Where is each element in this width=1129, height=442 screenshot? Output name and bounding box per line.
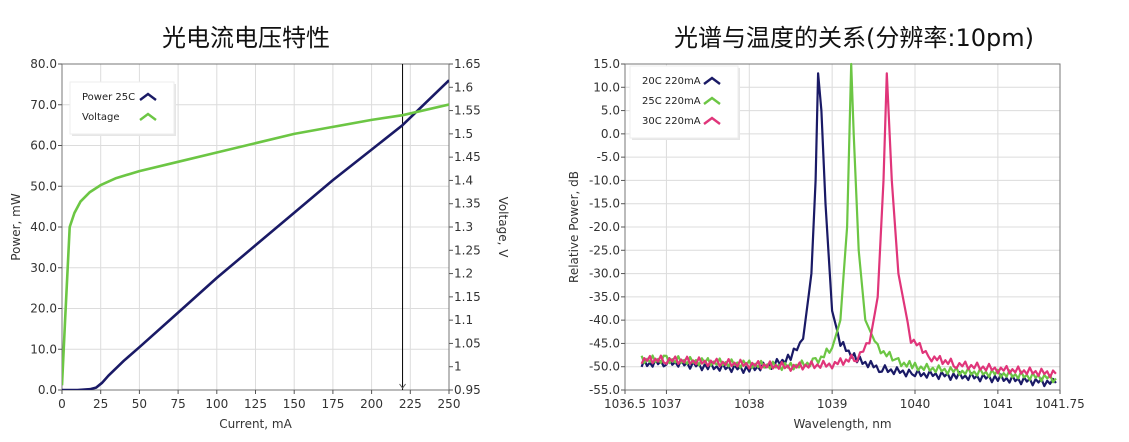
y2-tick-label: 1.15 (454, 290, 481, 304)
x-axis-label: Wavelength, nm (793, 417, 891, 431)
y2-tick-label: 1.6 (454, 80, 473, 94)
y-tick-label: -40.0 (589, 313, 620, 327)
x-tick-label: 0 (58, 397, 66, 411)
y2-tick-label: 1.45 (454, 150, 481, 164)
legend-box (629, 65, 739, 139)
x-tick-label: 125 (244, 397, 267, 411)
y-tick-label: -30.0 (589, 267, 620, 281)
y-tick-label: -15.0 (589, 197, 620, 211)
y-tick-label: 80.0 (30, 57, 57, 71)
y-tick-label: 60.0 (30, 139, 57, 153)
legend-swatch-icon (139, 112, 157, 121)
legend-box (69, 81, 175, 135)
y2-axis-label: Voltage, V (496, 197, 510, 259)
series-line-power-25c (62, 79, 449, 390)
y2-tick-label: 1.4 (454, 173, 473, 187)
y-axis-label: Power, mW (9, 193, 23, 261)
legend-label: 25C 220mA (642, 96, 701, 107)
y-tick-label: 15.0 (593, 57, 620, 71)
x-tick-label: 225 (399, 397, 422, 411)
y-tick-label: 70.0 (30, 98, 57, 112)
y2-tick-label: 1.55 (454, 104, 481, 118)
y2-tick-label: 1.35 (454, 197, 481, 211)
y2-tick-label: 0.95 (454, 383, 481, 397)
x-tick-label: 1036.5 (604, 397, 646, 411)
y-tick-label: 20.0 (30, 302, 57, 316)
y-tick-label: -25.0 (589, 243, 620, 257)
x-tick-label: 1038 (734, 397, 765, 411)
legend-label: 20C 220mA (642, 76, 701, 87)
y-tick-label: -50.0 (589, 360, 620, 374)
cursor-arrow-icon (399, 383, 406, 389)
y-tick-label: -55.0 (589, 383, 620, 397)
y2-tick-label: 1 (454, 360, 462, 374)
y-tick-label: 5.0 (601, 104, 620, 118)
y-tick-label: 10.0 (593, 80, 620, 94)
x-tick-label: 1041.75 (1035, 397, 1085, 411)
legend-swatch-icon (703, 96, 721, 105)
x-tick-label: 75 (170, 397, 185, 411)
x-tick-label: 1037 (651, 397, 682, 411)
y2-tick-label: 1.3 (454, 220, 473, 234)
spectrum-chart: 1036.5 1037 1038 1039 1040 1041 1041.75 15.0 10.… (567, 57, 1085, 431)
y2-tick-label: 1.2 (454, 267, 473, 281)
y-tick-label: 40.0 (30, 220, 57, 234)
legend-label: Power 25C (82, 92, 135, 103)
liv-chart-title: 光电流电压特性 (162, 24, 330, 52)
y-tick-label: -35.0 (589, 290, 620, 304)
x-tick-label: 200 (360, 397, 383, 411)
y-tick-label: 10.0 (30, 342, 57, 356)
y-tick-label: -10.0 (589, 173, 620, 187)
legend-swatch-icon (703, 76, 721, 85)
x-tick-label: 175 (321, 397, 344, 411)
spectrum-chart-title: 光谱与温度的关系(分辨率:10pm) (674, 24, 1034, 52)
x-tick-label: 1041 (983, 397, 1014, 411)
liv-chart: 0 25 50 75 100 125 150 175 200 225 250 0.0 10.0 20.0 3… (9, 57, 510, 431)
legend-swatch-icon (139, 92, 157, 101)
x-tick-label: 25 (93, 397, 108, 411)
legend-label: 30C 220mA (642, 116, 701, 127)
series-line-voltage (62, 103, 449, 386)
x-tick-label: 1040 (900, 397, 931, 411)
y2-tick-label: 1.65 (454, 57, 481, 71)
x-tick-label: 100 (205, 397, 228, 411)
y2-tick-label: 1.1 (454, 313, 473, 327)
x-tick-label: 50 (132, 397, 147, 411)
x-tick-label: 150 (283, 397, 306, 411)
y-tick-label: 50.0 (30, 179, 57, 193)
series-line-30c-220ma (640, 72, 1057, 379)
y-tick-label: -20.0 (589, 220, 620, 234)
y-tick-label: 0.0 (601, 127, 620, 141)
y-tick-label: -5.0 (597, 150, 620, 164)
y2-tick-label: 1.25 (454, 243, 481, 257)
y-tick-label: 30.0 (30, 261, 57, 275)
x-tick-label: 250 (438, 397, 461, 411)
x-tick-label: 1039 (817, 397, 848, 411)
x-axis-label: Current, mA (219, 417, 292, 431)
y-tick-label: -45.0 (589, 336, 620, 350)
y2-tick-label: 1.05 (454, 336, 481, 350)
y2-tick-label: 1.5 (454, 127, 473, 141)
y-tick-label: 0.0 (38, 383, 57, 397)
legend-swatch-icon (703, 116, 721, 125)
y-axis-label: Relative Power, dB (567, 171, 581, 283)
legend-label: Voltage (82, 112, 120, 123)
